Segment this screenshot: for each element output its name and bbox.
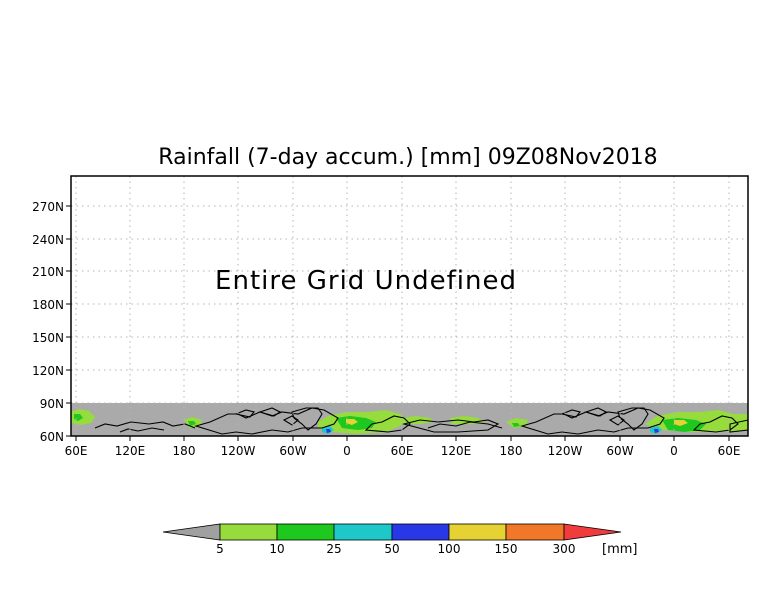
- lon-tick-label: 120W: [548, 444, 583, 458]
- colorbar-box: [448, 523, 507, 541]
- lon-tick-label: 0: [670, 444, 678, 458]
- map-title: Rainfall (7-day accum.) [mm] 09Z08Nov201…: [158, 145, 657, 170]
- lat-tick-label: 180N: [32, 298, 64, 312]
- lon-tick-label: 120E: [115, 444, 146, 458]
- colorbar-label: 300: [553, 542, 576, 556]
- colorbar-label: 100: [438, 542, 461, 556]
- lon-tick-label: 120E: [441, 444, 472, 458]
- longitude-labels: 60E 120E 180 120W 60W 0 60E 120E 180 120W 60W 0 60E: [65, 436, 741, 458]
- lat-tick-label: 120N: [32, 364, 64, 378]
- colorbar-over-triangle: [563, 523, 622, 541]
- lat-tick-label: 240N: [32, 233, 64, 247]
- lat-tick-label: 90N: [40, 397, 64, 411]
- colorbar-unit: [mm]: [602, 542, 637, 557]
- colorbar-box: [219, 523, 278, 541]
- map-plot-area: [71, 176, 748, 436]
- colorbar-under-triangle: [162, 523, 221, 541]
- lon-tick-label: 60E: [65, 444, 88, 458]
- colorbar-label: 25: [326, 542, 341, 556]
- lat-tick-label: 60N: [40, 430, 64, 444]
- colorbar-label: 5: [216, 542, 224, 556]
- colorbar-label: 10: [269, 542, 284, 556]
- colorbar: 5 10 25 50 100 150 300: [162, 523, 622, 556]
- colorbar-box: [276, 523, 335, 541]
- lon-tick-label: 0: [343, 444, 351, 458]
- lon-tick-label: 60E: [718, 444, 741, 458]
- lon-tick-label: 60E: [391, 444, 414, 458]
- lon-tick-label: 180: [500, 444, 523, 458]
- lon-tick-label: 180: [173, 444, 196, 458]
- colorbar-box: [391, 523, 450, 541]
- lat-tick-label: 270N: [32, 200, 64, 214]
- colorbar-box: [505, 523, 565, 541]
- lon-tick-label: 60W: [279, 444, 306, 458]
- colorbar-box: [333, 523, 393, 541]
- colorbar-label: 150: [495, 542, 518, 556]
- lon-tick-label: 60W: [606, 444, 633, 458]
- colorbar-label: 50: [384, 542, 399, 556]
- lat-tick-label: 150N: [32, 331, 64, 345]
- undefined-grid-message: Entire Grid Undefined: [215, 266, 517, 296]
- latitude-labels: 270N 240N 210N 180N 150N 120N 90N 60N: [32, 200, 71, 444]
- lat-tick-label: 210N: [32, 265, 64, 279]
- lon-tick-label: 120W: [221, 444, 256, 458]
- precip-patches: [71, 409, 748, 434]
- map-frame: [70, 175, 749, 437]
